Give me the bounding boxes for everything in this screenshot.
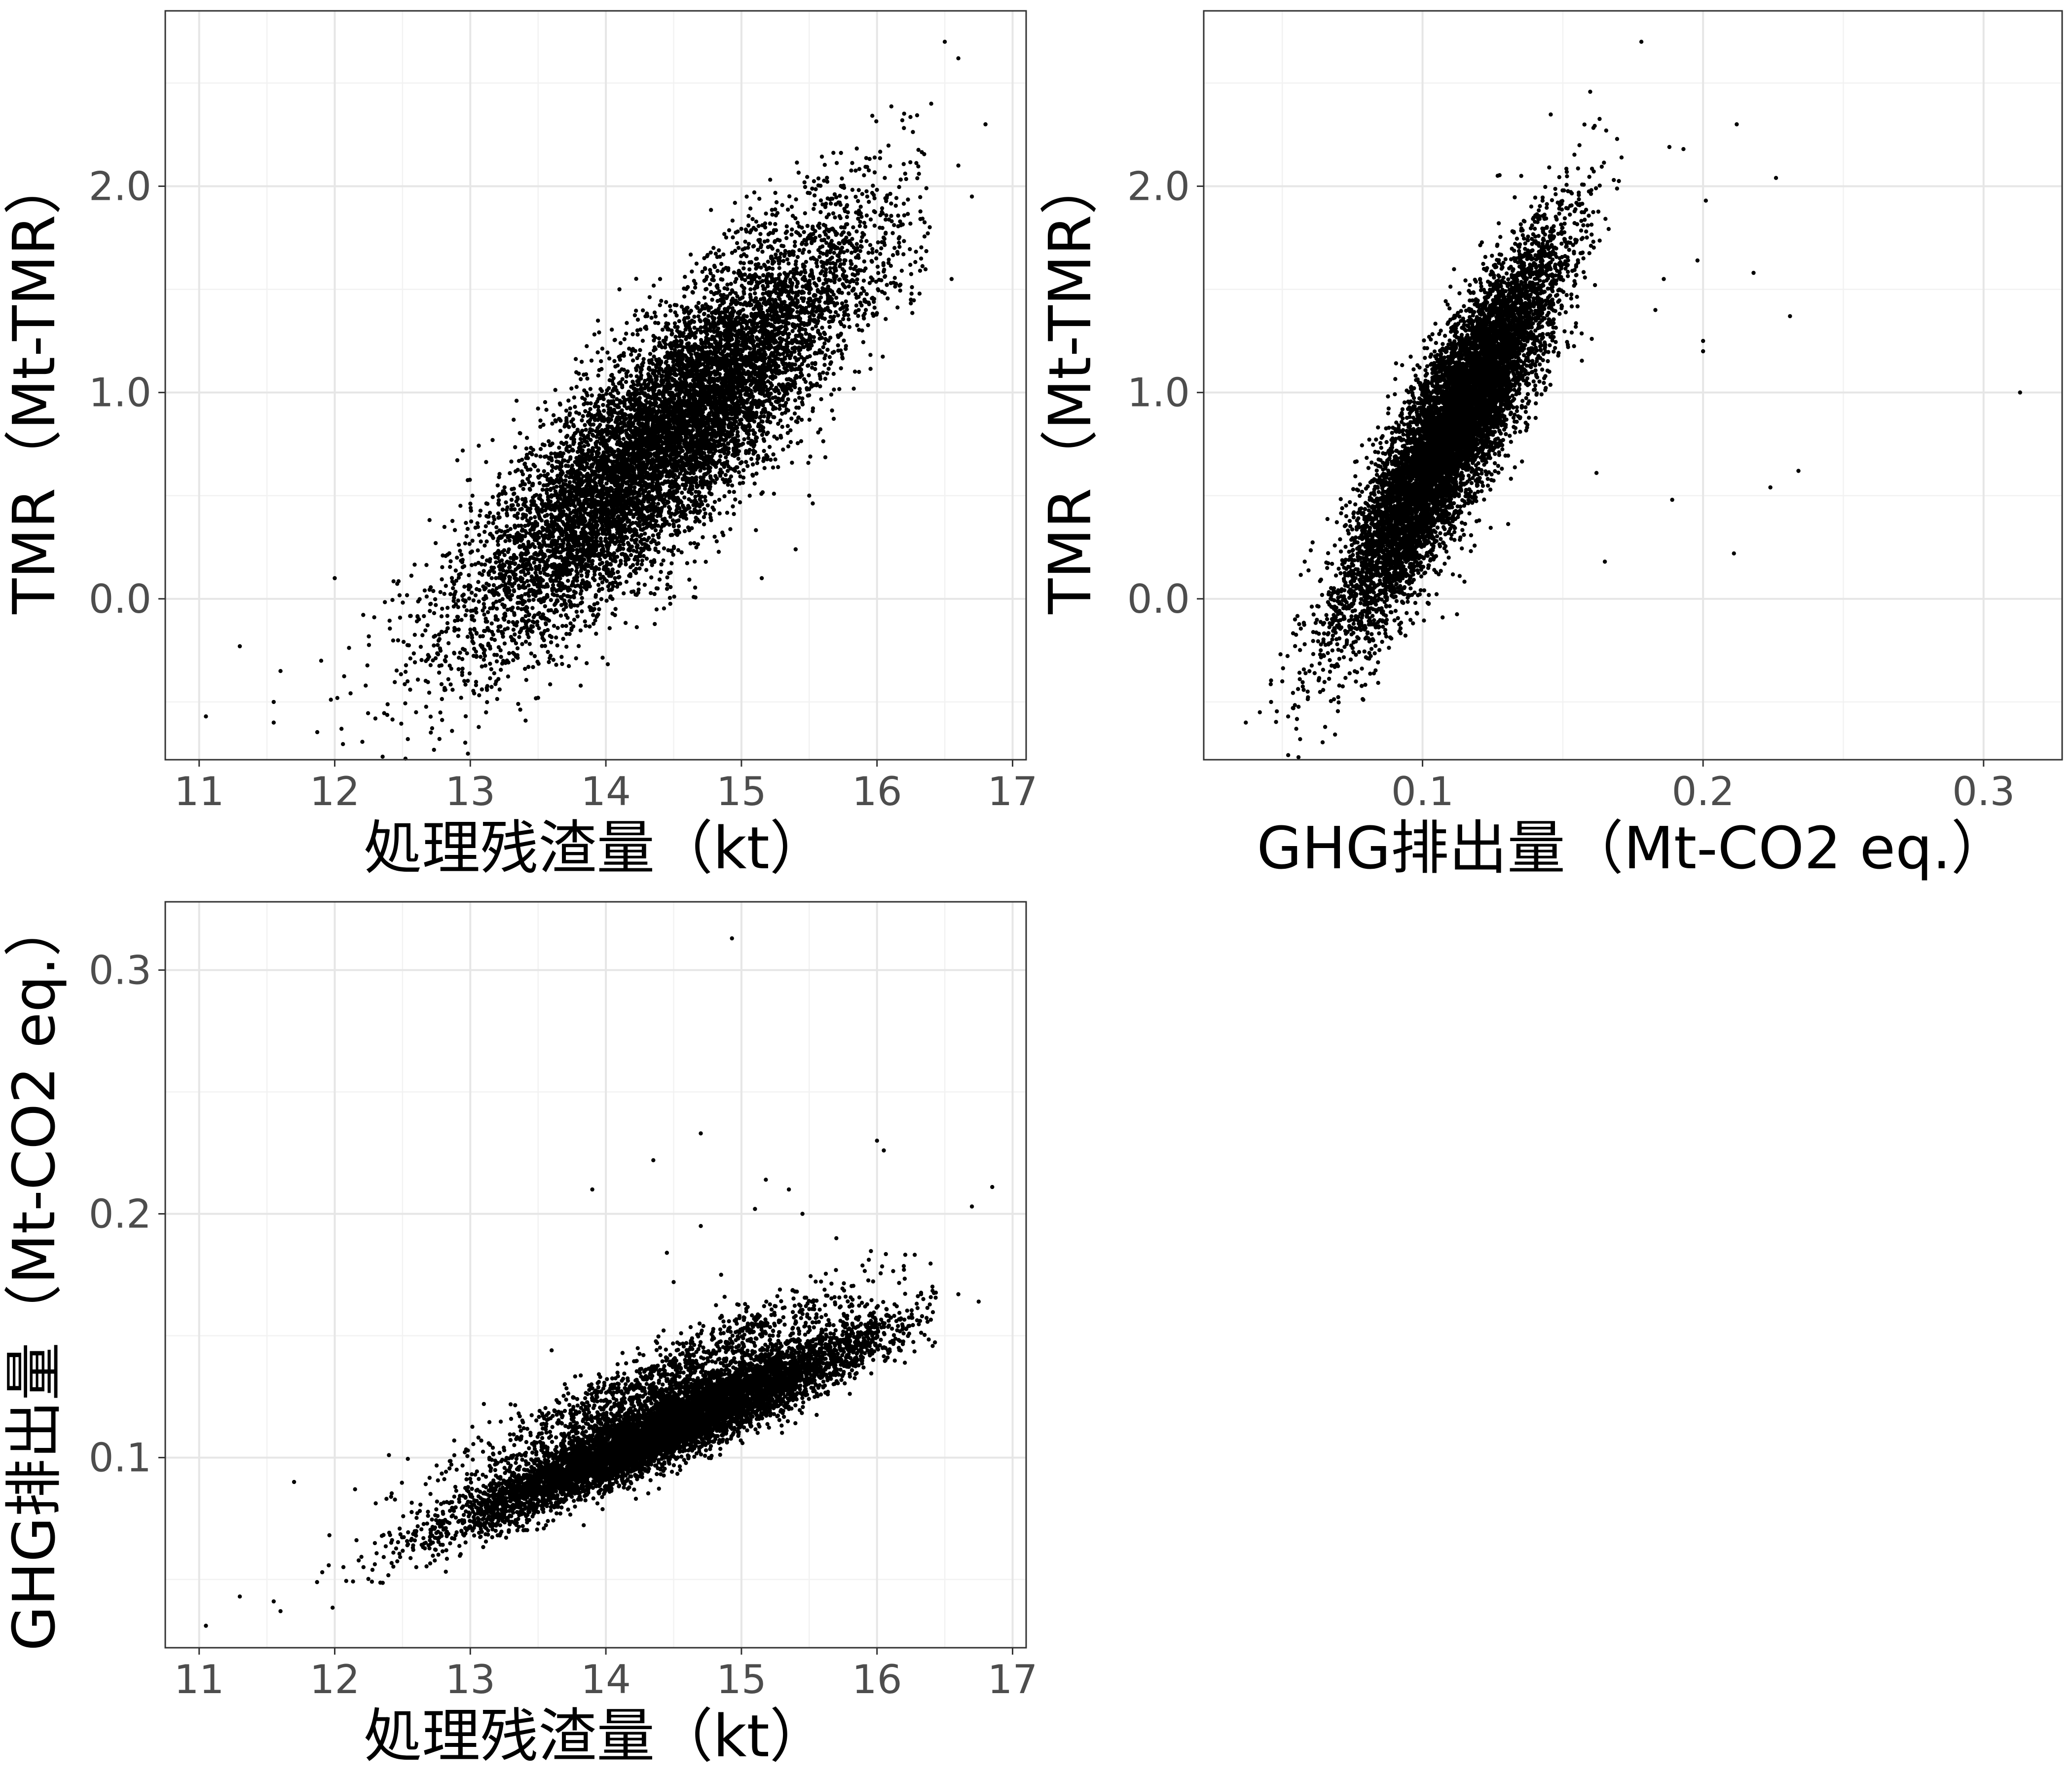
plot-border [1203,10,2063,761]
x-tick-label: 15 [716,1657,767,1702]
x-tick-label: 16 [852,769,902,814]
y-axis-title: TMR（Mt-TMR） [1036,156,1104,615]
x-tick-label: 15 [716,769,767,814]
chart-residue-vs-tmr: 11 12 13 14 15 16 17 0.0 1.0 2.0 処理残渣量（kt） TMR（Mt-T… [0,10,1038,882]
panel-ghg-vs-tmr: 0.1 0.2 0.3 0.0 1.0 2.0 GHG排出量（Mt-CO2 eq.） TMR（… [1036,0,2072,888]
y-tick-label: 0.0 [89,576,151,622]
x-tick-label: 0.3 [1952,769,2015,814]
scatter-points [204,936,995,1628]
x-tick-label: 16 [852,1657,902,1702]
y-tick-label: 0.3 [89,947,151,993]
x-axis-title: 処理残渣量（kt） [364,814,828,882]
x-axis-title: GHG排出量（Mt-CO2 eq.） [1257,814,2009,882]
x-tick-label: 12 [310,769,360,814]
chart-ghg-vs-tmr: 0.1 0.2 0.3 0.0 1.0 2.0 GHG排出量（Mt-CO2 eq.） TMR（… [1036,10,2063,882]
x-tick-label: 13 [445,769,495,814]
chart-residue-vs-ghg: 11 12 13 14 15 16 17 0.1 0.2 0.3 処理残渣量（kt） GHG排出量（M… [0,898,1038,1770]
x-tick-label: 14 [581,1657,631,1702]
x-tick-label: 11 [174,769,224,814]
x-tick-label: 14 [581,769,631,814]
plot-background [1204,11,2062,760]
x-tick-label: 12 [310,1657,360,1702]
scatter-points [204,39,988,761]
x-tick-label: 17 [988,1657,1038,1702]
y-tick-label: 1.0 [1127,370,1190,416]
x-axis-title: 処理残渣量（kt） [364,1702,828,1770]
y-tick-label: 0.2 [89,1191,151,1237]
y-axis-title: TMR（Mt-TMR） [0,156,68,615]
plot-background [165,902,1026,1648]
plot-background [165,11,1026,760]
x-tick-label: 13 [445,1657,495,1702]
x-tick-label: 0.1 [1391,769,1454,814]
panel-residue-vs-ghg: 11 12 13 14 15 16 17 0.1 0.2 0.3 処理残渣量（kt） GHG排出量（M… [0,888,1038,1776]
y-axis-title: GHG排出量（Mt-CO2 eq.） [0,898,68,1651]
y-tick-label: 0.0 [1127,576,1190,622]
plot-border [164,901,1027,1649]
y-tick-label: 0.1 [89,1435,151,1481]
x-tick-label: 11 [174,1657,224,1702]
plot-border [164,10,1027,761]
y-tick-label: 2.0 [89,163,151,209]
panel-residue-vs-tmr: 11 12 13 14 15 16 17 0.0 1.0 2.0 処理残渣量（kt） TMR（Mt-T… [0,0,1038,888]
y-tick-label: 1.0 [89,370,151,416]
x-tick-label: 17 [988,769,1038,814]
x-tick-label: 0.2 [1672,769,1735,814]
y-tick-label: 2.0 [1127,163,1190,209]
